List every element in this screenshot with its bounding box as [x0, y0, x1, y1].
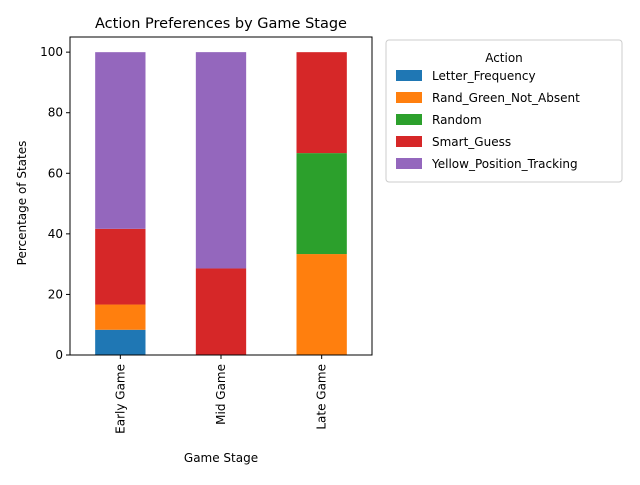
legend-label: Yellow_Position_Tracking — [431, 157, 578, 171]
bar-segment — [296, 153, 347, 255]
axes-layer: 0 20 40 60 80 100 Early Game Mid Game Late Game — [40, 36, 373, 434]
bar-segment — [95, 228, 146, 305]
legend-swatch — [396, 136, 422, 147]
bar-segment — [296, 254, 347, 355]
y-axis-label: Percentage of States — [15, 141, 29, 266]
legend-label: Smart_Guess — [432, 135, 511, 149]
y-tick-label: 0 — [55, 348, 63, 362]
bar-segment — [95, 52, 146, 229]
x-tick-label: Late Game — [315, 364, 329, 430]
chart-title: Action Preferences by Game Stage — [95, 16, 347, 32]
legend-swatch — [396, 92, 422, 103]
legend-swatch — [396, 70, 422, 81]
bar-segment — [95, 329, 146, 355]
bar-segment — [195, 52, 247, 269]
legend-frame — [385, 39, 623, 183]
legend-swatch — [396, 158, 422, 169]
bar-segment — [195, 268, 247, 355]
y-tick-label: 80 — [48, 106, 63, 120]
y-tick-label: 20 — [48, 287, 63, 301]
legend-label: Random — [432, 113, 482, 127]
y-tick-label: 60 — [48, 166, 63, 180]
legend-label: Letter_Frequency — [432, 69, 536, 83]
bar-segment — [95, 304, 146, 330]
y-tick-label: 100 — [40, 45, 63, 59]
x-tick-label: Early Game — [113, 364, 127, 434]
legend-label: Rand_Green_Not_Absent — [432, 91, 580, 105]
bars-layer — [95, 52, 347, 355]
legend-swatch — [396, 114, 422, 125]
x-axis-label: Game Stage — [184, 451, 258, 465]
legend: Action Letter_Frequency Rand_Green_Not_Ab… — [385, 39, 623, 183]
y-tick-label: 40 — [48, 227, 63, 241]
x-tick-label: Mid Game — [214, 364, 228, 425]
bar-segment — [296, 52, 347, 154]
legend-title: Action — [485, 51, 523, 65]
